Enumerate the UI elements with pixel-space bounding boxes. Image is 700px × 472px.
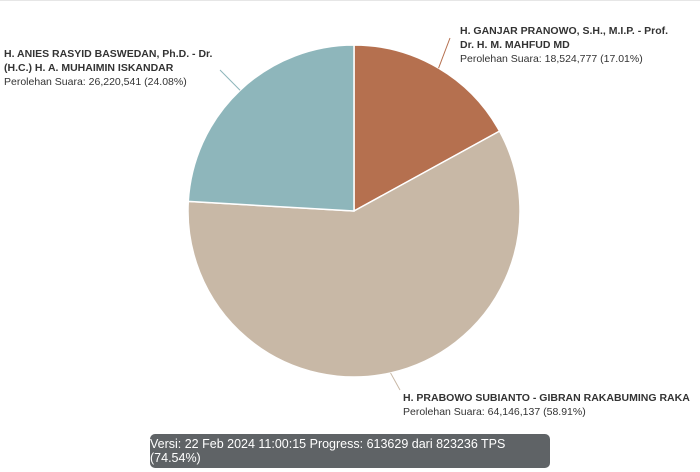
slice-label-anies: H. ANIES RASYID BASWEDAN, Ph.D. - Dr. (H… <box>4 48 213 88</box>
pie-slice-ganjar-connector <box>438 37 451 69</box>
slice-label-prabowo-name-line1: H. PRABOWO SUBIANTO - GIBRAN RAKABUMING … <box>403 392 690 404</box>
top-divider <box>0 0 700 1</box>
slice-label-ganjar-name-line1: H. GANJAR PRANOWO, S.H., M.I.P. - Prof. <box>460 25 668 37</box>
pie-slice-prabowo <box>187 130 521 378</box>
label-connectors <box>219 37 451 391</box>
slice-label-anies-votes: Perolehan Suara: 26,220,541 (24.08%) <box>4 76 187 88</box>
slice-label-ganjar: H. GANJAR PRANOWO, S.H., M.I.P. - Prof. … <box>460 25 668 65</box>
pie-chart: H. GANJAR PRANOWO, S.H., M.I.P. - Prof. … <box>4 25 690 418</box>
pie-slice-prabowo-connector <box>390 372 401 391</box>
slice-label-prabowo: H. PRABOWO SUBIANTO - GIBRAN RAKABUMING … <box>403 392 690 418</box>
slice-label-ganjar-name-line2: Dr. H. M. MAHFUD MD <box>460 39 570 51</box>
slice-label-anies-name-line1: H. ANIES RASYID BASWEDAN, Ph.D. - Dr. <box>4 48 213 60</box>
pie-slices <box>187 44 521 378</box>
slice-label-anies-name-line2: (H.C.) H. A. MUHAIMIN ISKANDAR <box>4 62 174 74</box>
progress-status-text: Versi: 22 Feb 2024 11:00:15 Progress: 61… <box>150 437 506 465</box>
progress-status-badge: Versi: 22 Feb 2024 11:00:15 Progress: 61… <box>150 434 550 468</box>
pie-slice-anies <box>187 44 355 212</box>
pie-slice-ganjar <box>353 44 501 213</box>
slice-label-ganjar-votes: Perolehan Suara: 18,524,777 (17.01%) <box>460 53 643 65</box>
pie-slice-anies-connector <box>219 69 241 91</box>
slice-label-prabowo-votes: Perolehan Suara: 64,146,137 (58.91%) <box>403 406 586 418</box>
